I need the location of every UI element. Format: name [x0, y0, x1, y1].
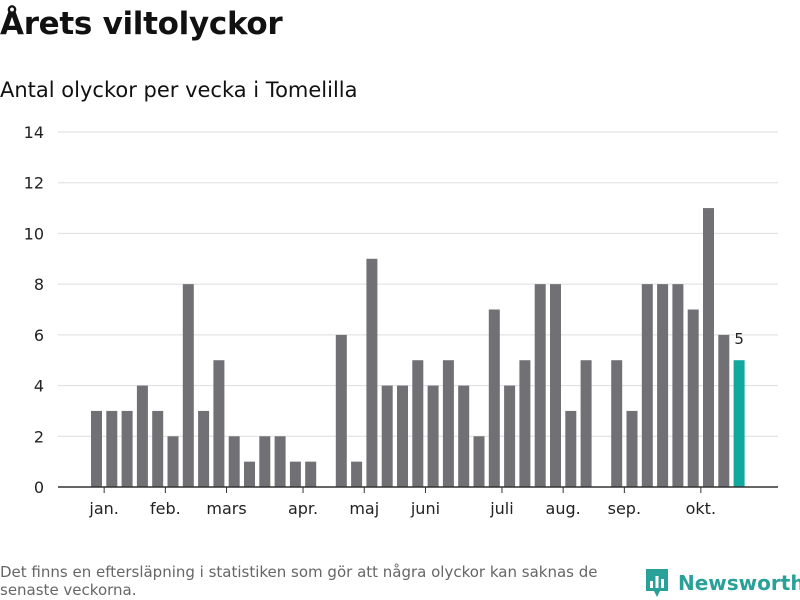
bar-week-8 — [198, 410, 210, 487]
bar-week-23 — [427, 385, 439, 487]
y-tick-label: 14 — [24, 123, 44, 142]
x-tick-label: apr. — [288, 499, 318, 518]
x-tick-label: aug. — [546, 499, 581, 518]
y-axis-ticks: 0 2 4 6 8 10 12 14 — [24, 123, 44, 497]
bar-week-17 — [335, 334, 347, 487]
x-tick-label: maj — [349, 499, 379, 518]
bar-week-4 — [136, 385, 148, 487]
bar-week-42 — [718, 334, 730, 487]
bar-week-20 — [381, 385, 393, 487]
bar-week-28 — [504, 385, 516, 487]
x-axis-ticks: jan. feb. mars apr. maj juni juli aug. sep. okt. — [58, 486, 778, 518]
bar-week-1 — [91, 410, 102, 487]
bar-week-37 — [641, 284, 653, 487]
chart-title: Årets viltolyckor — [0, 6, 283, 42]
bar-week-39 — [672, 284, 684, 487]
y-tick-label: 8 — [34, 275, 44, 294]
bar-week-2 — [106, 410, 118, 487]
x-tick-label: feb. — [150, 499, 181, 518]
bar-week-38 — [657, 284, 669, 487]
bar-week-41 — [703, 208, 714, 488]
bar-week-26 — [473, 436, 485, 487]
x-tick-label: juli — [489, 499, 513, 518]
bar-week-18 — [351, 461, 363, 487]
x-tick-label: jan. — [88, 499, 118, 518]
bar-week-35 — [611, 360, 623, 487]
bar-week-7 — [182, 284, 194, 487]
bar-week-15 — [305, 461, 317, 487]
bar-week-21 — [397, 385, 408, 487]
y-tick-label: 6 — [34, 326, 44, 345]
bar-week-6 — [167, 436, 179, 487]
brand-logo[interactable]: Newsworthy — [644, 566, 800, 600]
bar-week-9 — [213, 360, 225, 487]
bar-week-25 — [458, 385, 470, 487]
bar-week-11 — [244, 461, 255, 487]
y-tick-label: 2 — [34, 427, 44, 446]
bar-week-3 — [121, 410, 133, 487]
bar-week-32 — [565, 410, 577, 487]
x-tick-label: sep. — [608, 499, 641, 518]
data-label-latest: 5 — [734, 330, 744, 348]
y-tick-label: 0 — [34, 478, 44, 497]
x-tick-label: juni — [410, 499, 440, 518]
bar-week-40 — [687, 309, 699, 487]
bar-week-36 — [626, 410, 638, 487]
bar-week-33 — [580, 360, 592, 487]
footnote: Det finns en eftersläpning i statistiken… — [0, 563, 598, 599]
bar-week-14 — [289, 461, 301, 487]
bar-week-22 — [412, 360, 424, 487]
y-tick-label: 10 — [24, 224, 44, 243]
bar-week-43 — [733, 360, 745, 487]
y-tick-label: 12 — [24, 174, 44, 193]
bar-week-12 — [259, 436, 271, 487]
x-tick-label: okt. — [686, 499, 716, 518]
chart-subtitle: Antal olyckor per vecka i Tomelilla — [0, 78, 358, 102]
bar-week-5 — [152, 410, 164, 487]
bar-week-27 — [488, 309, 500, 487]
bar-week-13 — [274, 436, 286, 487]
y-tick-label: 4 — [34, 377, 44, 396]
bar-chart: 0 2 4 6 8 10 12 14 jan. feb. mars apr. maj juni juli a… — [24, 123, 778, 518]
x-tick-label: mars — [206, 499, 246, 518]
bar-week-30 — [534, 284, 546, 487]
bar-week-10 — [228, 436, 240, 487]
data-labels: 5 — [734, 330, 744, 348]
bar-week-29 — [519, 360, 531, 487]
bar-week-31 — [550, 284, 561, 487]
brand-name: Newsworthy — [678, 571, 800, 595]
bar-week-19 — [366, 258, 378, 487]
newsworthy-logo-icon — [646, 569, 668, 597]
bars — [91, 208, 745, 488]
bar-week-24 — [442, 360, 454, 487]
